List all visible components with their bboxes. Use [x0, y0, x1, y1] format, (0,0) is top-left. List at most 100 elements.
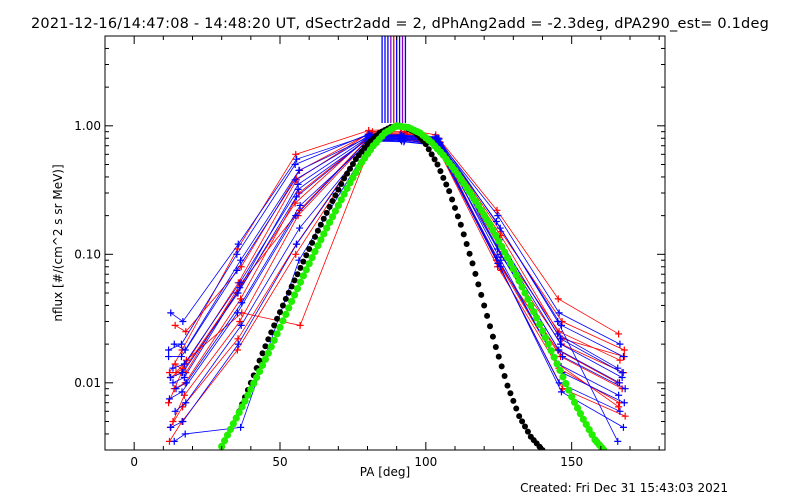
series-line: [169, 138, 619, 400]
fit-green-point: [547, 347, 555, 355]
fit-green-point: [541, 333, 550, 342]
fit-green-point: [556, 366, 564, 374]
fit-green-point: [285, 304, 293, 312]
fit-black-point: [309, 239, 316, 246]
fit-green-point: [244, 391, 252, 399]
fit-black-point: [454, 213, 461, 220]
series-point: [170, 340, 178, 348]
series-point: [616, 379, 623, 387]
fit-green-point: [305, 260, 313, 268]
fit-green-point: [573, 404, 582, 412]
fit-green-point: [288, 297, 296, 306]
fit-black-point: [431, 156, 438, 163]
series-point: [559, 353, 567, 361]
fit-black-point: [524, 428, 531, 435]
x-axis-label: PA [deg]: [360, 465, 410, 479]
fit-green-point: [535, 320, 544, 329]
fit-black-point: [282, 295, 289, 302]
fit-green-point: [334, 201, 342, 210]
series-point: [180, 373, 188, 381]
fit-green-point: [524, 295, 532, 303]
fit-green-point: [553, 360, 561, 368]
fit-green-point: [282, 310, 290, 318]
series-point: [182, 356, 190, 364]
series-point: [172, 385, 180, 393]
fit-black-point: [294, 271, 301, 278]
series-point: [615, 403, 623, 411]
fit-green-point: [331, 207, 340, 215]
series-point: [616, 407, 624, 415]
fit-green-point: [492, 232, 500, 240]
fit-black-point: [510, 397, 517, 404]
fit-black-point: [489, 333, 496, 340]
fit-black-point: [326, 203, 333, 210]
fit-green-point: [337, 196, 345, 204]
series-point: [492, 218, 500, 226]
fit-black-point: [460, 231, 467, 238]
fit-green-point: [323, 224, 331, 232]
fit-green-point: [340, 190, 348, 198]
series-point: [293, 240, 301, 248]
fit-green-point: [550, 353, 558, 361]
series-point: [496, 263, 504, 271]
fit-black-point: [428, 151, 435, 158]
fit-green-point: [320, 230, 328, 238]
fit-green-point: [600, 446, 608, 450]
fit-green-point: [495, 237, 503, 245]
series-line: [172, 136, 623, 378]
fit-black-point: [262, 343, 269, 350]
series-point: [621, 412, 629, 420]
series-point: [292, 250, 300, 258]
series-point: [621, 385, 629, 393]
fit-black-point: [349, 160, 356, 167]
series-point: [236, 318, 244, 326]
fit-green-point: [255, 367, 264, 376]
fit-green-point: [226, 425, 235, 434]
series-point: [291, 176, 299, 184]
fit-black-point: [314, 227, 321, 234]
x-tick-label: 100: [414, 455, 437, 469]
fit-green-point: [544, 340, 552, 348]
fit-green-point: [264, 349, 272, 357]
fit-green-point: [267, 343, 275, 351]
series-point: [554, 318, 562, 326]
x-tick-label: 50: [272, 455, 287, 469]
created-timestamp: Created: Fri Dec 31 15:43:03 2021: [520, 481, 728, 495]
series-point: [170, 437, 178, 445]
y-tick-label: 0.10: [74, 247, 101, 261]
fit-green-point: [530, 308, 538, 316]
fit-green-point: [317, 236, 325, 244]
fit-black-point: [443, 181, 450, 188]
series-point: [293, 155, 301, 163]
series-point: [165, 369, 173, 377]
fit-black-point: [312, 233, 318, 240]
fit-black-point: [338, 181, 345, 188]
series-point: [165, 353, 173, 361]
fit-green-point: [220, 437, 229, 445]
fit-green-point: [533, 314, 541, 322]
fit-green-point: [235, 408, 243, 417]
series-point: [618, 369, 626, 377]
x-tick-label: 0: [130, 455, 138, 469]
series-point: [177, 353, 185, 361]
fit-black-point: [481, 302, 488, 309]
series-point: [169, 379, 177, 387]
fit-green-point: [273, 330, 281, 338]
fit-green-point: [229, 420, 237, 428]
series-point: [292, 193, 300, 201]
fit-black-point: [463, 241, 470, 248]
series-point: [233, 250, 241, 258]
fit-black-point: [516, 413, 523, 420]
fit-green-point: [232, 414, 240, 422]
series-point: [171, 321, 179, 329]
fit-black-point: [341, 175, 348, 182]
fit-black-point: [329, 197, 336, 204]
fit-black-point: [484, 312, 491, 319]
fit-black-point: [522, 423, 528, 430]
series-point: [434, 134, 442, 142]
series-point: [615, 391, 623, 399]
series-point: [614, 437, 622, 445]
fit-black-point: [452, 204, 458, 211]
fit-green-point: [343, 184, 351, 193]
